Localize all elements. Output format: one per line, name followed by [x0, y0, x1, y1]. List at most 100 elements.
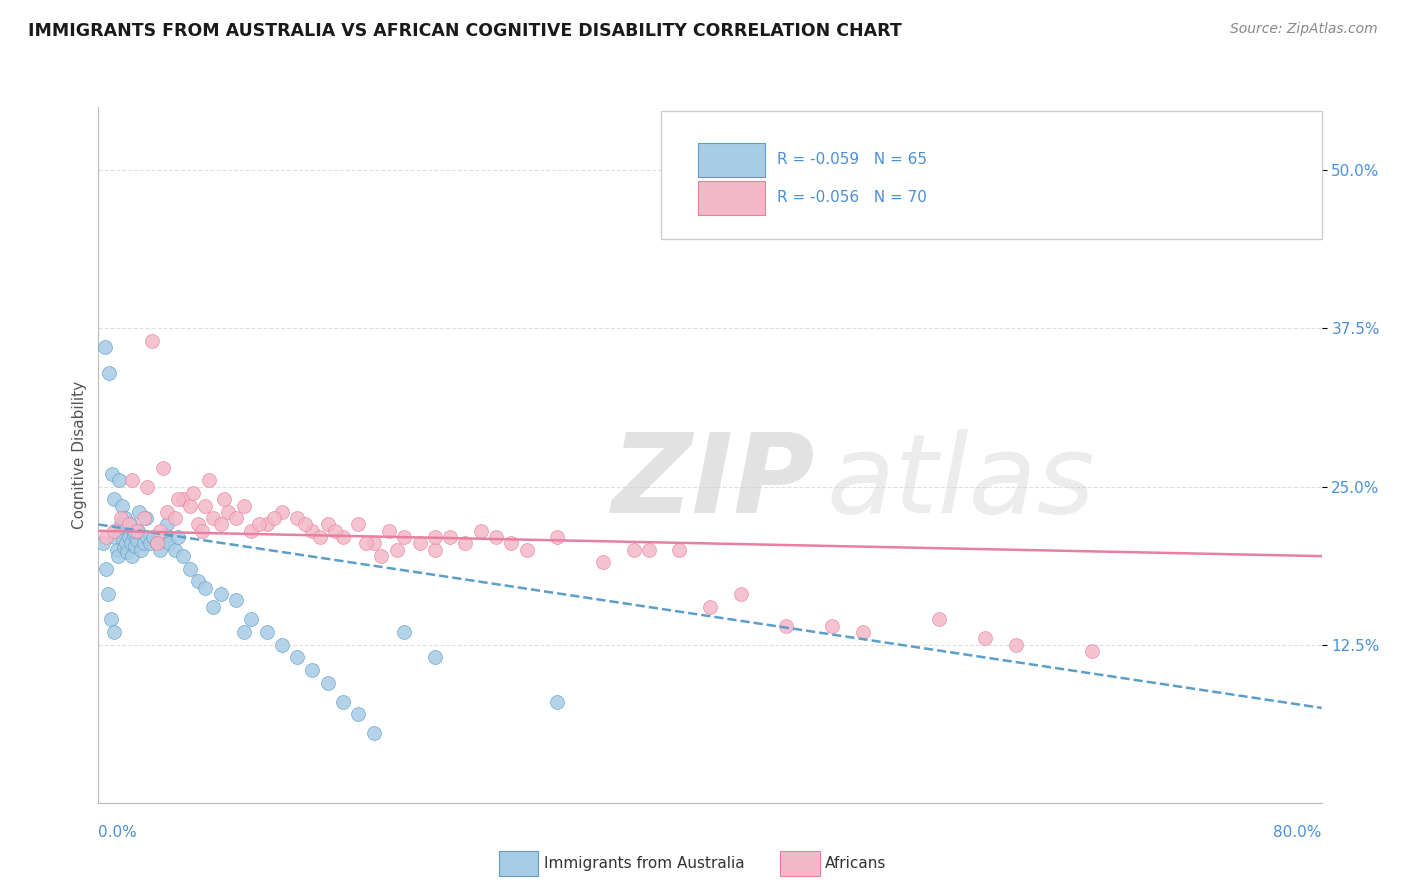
Point [202, 599, 225, 614]
Point [121, 549, 143, 563]
Point [247, 517, 270, 532]
Text: ZIP: ZIP [612, 429, 815, 536]
Point [775, 618, 797, 632]
Point [263, 511, 285, 525]
Point [149, 542, 172, 557]
Point [145, 536, 167, 550]
Point [197, 473, 219, 487]
Point [157, 536, 180, 550]
Point [232, 625, 254, 640]
Point [439, 530, 461, 544]
Point [129, 542, 152, 557]
Point [347, 517, 370, 532]
Point [821, 618, 844, 632]
Point [125, 524, 148, 538]
Point [194, 499, 217, 513]
Point [363, 536, 385, 550]
Point [332, 695, 354, 709]
FancyBboxPatch shape [697, 144, 765, 177]
Point [152, 460, 174, 475]
Point [103, 492, 125, 507]
Point [470, 524, 492, 538]
FancyBboxPatch shape [661, 111, 1322, 239]
Text: Source: ZipAtlas.com: Source: ZipAtlas.com [1230, 22, 1378, 37]
Text: 80.0%: 80.0% [1274, 825, 1322, 840]
Point [108, 524, 131, 538]
Point [156, 517, 179, 532]
Point [115, 536, 138, 550]
Text: 0.0%: 0.0% [98, 825, 138, 840]
Point [1081, 644, 1104, 658]
Point [104, 530, 127, 544]
Point [347, 707, 370, 722]
Point [309, 530, 332, 544]
Point [149, 524, 172, 538]
Point [142, 530, 165, 544]
Point [240, 524, 263, 538]
Point [637, 542, 661, 557]
Point [225, 593, 247, 607]
Point [155, 527, 177, 541]
Point [125, 533, 148, 547]
Point [316, 675, 339, 690]
Point [209, 587, 232, 601]
Point [270, 638, 294, 652]
Point [128, 505, 150, 519]
Point [179, 499, 201, 513]
Point [152, 533, 174, 547]
Point [256, 625, 278, 640]
Point [294, 517, 316, 532]
Point [98, 366, 121, 380]
Point [285, 650, 308, 665]
Point [270, 505, 294, 519]
Point [141, 334, 163, 348]
Point [121, 473, 143, 487]
Point [187, 517, 209, 532]
Point [163, 542, 186, 557]
Point [97, 587, 120, 601]
Point [91, 536, 114, 550]
Point [191, 524, 214, 538]
Point [501, 536, 523, 550]
Point [127, 524, 149, 538]
Point [103, 625, 125, 640]
Point [316, 517, 339, 532]
Point [928, 612, 950, 626]
Point [592, 556, 614, 570]
Point [110, 511, 132, 525]
Point [423, 542, 446, 557]
Point [172, 549, 194, 563]
Point [256, 517, 278, 532]
Point [301, 663, 323, 677]
Point [363, 726, 385, 740]
Point [187, 574, 209, 589]
Point [194, 581, 217, 595]
Point [118, 530, 141, 544]
Point [378, 524, 401, 538]
Point [370, 549, 392, 563]
Point [179, 562, 201, 576]
Text: R = -0.056   N = 70: R = -0.056 N = 70 [778, 190, 927, 205]
Point [212, 492, 235, 507]
Point [163, 511, 186, 525]
FancyBboxPatch shape [697, 181, 765, 215]
Point [225, 511, 247, 525]
Point [485, 530, 508, 544]
Point [112, 541, 135, 555]
Point [156, 505, 179, 519]
Point [385, 542, 408, 557]
Point [111, 533, 134, 547]
Point [699, 599, 721, 614]
Point [408, 536, 430, 550]
Point [103, 524, 125, 538]
Text: R = -0.059   N = 65: R = -0.059 N = 65 [778, 153, 928, 168]
Point [124, 524, 146, 538]
Point [217, 505, 239, 519]
Point [546, 530, 568, 544]
Point [118, 517, 141, 532]
Point [730, 587, 752, 601]
Point [332, 530, 354, 544]
Point [101, 467, 124, 481]
Point [423, 650, 446, 665]
Point [108, 473, 131, 487]
